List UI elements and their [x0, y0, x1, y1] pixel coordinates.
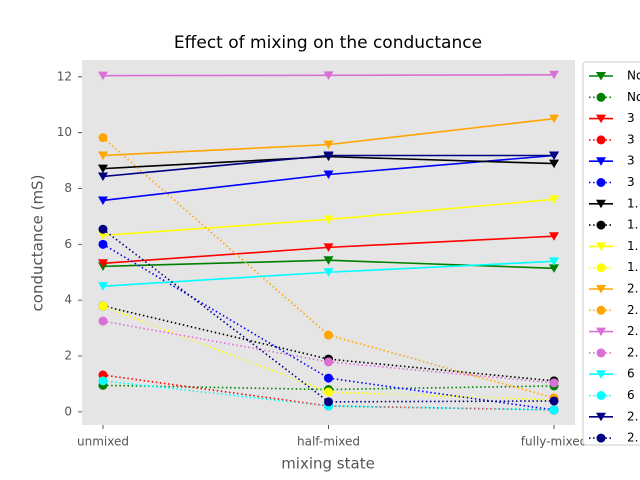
plot-area — [82, 60, 575, 425]
marker — [596, 199, 606, 209]
marker — [323, 140, 334, 150]
legend-label: 3 — [627, 132, 635, 146]
marker — [549, 159, 560, 169]
legend-label: No — [627, 69, 640, 83]
marker — [596, 114, 606, 124]
x-tick-label: half-mixed — [297, 435, 360, 449]
legend-label: 2. — [627, 324, 638, 338]
y-tick-label: 4 — [64, 293, 72, 307]
marker — [596, 327, 606, 337]
marker — [596, 433, 606, 443]
marker — [596, 391, 606, 400]
marker — [549, 405, 559, 415]
marker — [596, 157, 606, 166]
y-tick-label: 2 — [64, 349, 72, 363]
marker — [97, 172, 108, 181]
marker — [324, 373, 333, 383]
marker — [98, 224, 108, 234]
x-tick-label: fully-mixed — [521, 435, 587, 449]
marker — [596, 370, 606, 379]
legend: No No 3 3 3 3 1. 1. 1. 1. 2. 2. 2. 2. 6 6 2. 2. — [582, 61, 640, 446]
marker — [324, 357, 333, 367]
series-line — [102, 305, 555, 382]
marker — [549, 114, 560, 124]
marker — [596, 220, 606, 230]
marker — [596, 263, 606, 273]
marker — [549, 264, 560, 273]
marker — [323, 151, 334, 161]
marker — [549, 151, 560, 161]
y-tick-label: 8 — [64, 181, 72, 195]
marker — [549, 396, 559, 406]
legend-label: 2. — [627, 282, 638, 296]
marker — [596, 412, 606, 422]
legend-label: 2. — [627, 345, 638, 359]
legend-label: 6 — [627, 367, 635, 381]
marker — [97, 196, 108, 205]
marker — [323, 243, 334, 252]
marker — [98, 316, 108, 326]
marker — [323, 256, 334, 265]
legend-label: 3 — [627, 154, 635, 168]
legend-label: 1. — [627, 260, 638, 274]
marker — [324, 387, 333, 397]
marker — [97, 231, 108, 240]
marker — [323, 71, 334, 80]
marker — [596, 348, 606, 358]
marker — [549, 378, 559, 388]
legend-label: 6 — [627, 388, 635, 402]
legend-label: No — [627, 90, 640, 104]
marker — [596, 242, 606, 251]
marker — [324, 330, 333, 340]
legend-label: 3 — [627, 111, 635, 125]
legend-label: 3 — [627, 175, 635, 189]
y-tick-label: 10 — [57, 125, 72, 139]
marker — [323, 268, 334, 277]
legend-label: 2. — [627, 409, 638, 423]
marker — [549, 195, 560, 204]
y-tick-label: 0 — [64, 404, 72, 418]
marker — [596, 178, 606, 187]
legend-label: 1. — [627, 239, 638, 253]
marker — [596, 285, 606, 294]
marker — [97, 282, 108, 291]
marker — [596, 135, 606, 145]
legend-label: 2. — [627, 431, 638, 445]
marker — [596, 72, 606, 81]
marker — [549, 70, 560, 80]
marker — [549, 232, 560, 241]
marker — [97, 151, 108, 161]
x-tick-label: unmixed — [77, 435, 129, 449]
x-axis-label: mixing state — [281, 455, 375, 473]
legend-label: 1. — [627, 196, 638, 210]
marker — [98, 301, 108, 311]
marker — [323, 215, 334, 224]
marker — [549, 257, 560, 266]
marker — [98, 133, 108, 143]
marker — [97, 164, 108, 174]
legend-label: 2. — [627, 303, 638, 317]
marker — [323, 170, 334, 179]
series-line — [102, 243, 555, 411]
marker — [97, 71, 108, 81]
marker — [97, 259, 108, 268]
marker — [596, 305, 606, 315]
legend-label: 1. — [627, 218, 638, 232]
marker — [98, 239, 108, 249]
marker — [98, 376, 108, 386]
y-tick-label: 6 — [64, 237, 72, 251]
y-axis-label: conductance (mS) — [29, 175, 47, 312]
chart-title: Effect of mixing on the conductance — [174, 33, 482, 53]
marker — [596, 92, 606, 102]
y-tick-label: 12 — [57, 69, 72, 83]
marker — [324, 397, 333, 407]
